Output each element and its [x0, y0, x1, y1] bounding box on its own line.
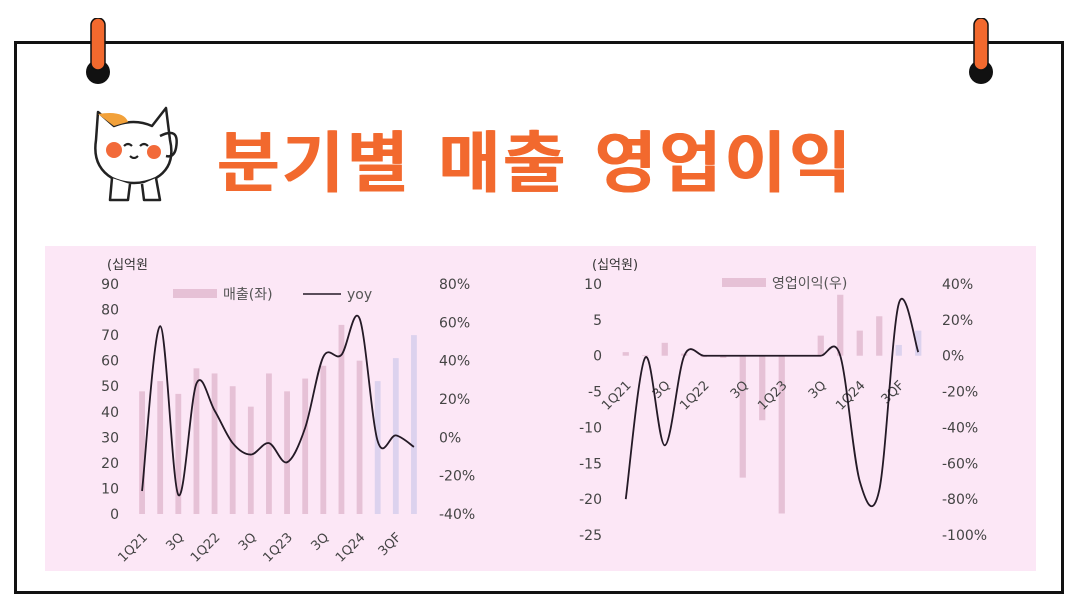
- y2-tick-label: 40%: [942, 277, 973, 293]
- x-tick-label: 3Q: [728, 378, 752, 402]
- bar: [739, 355, 746, 478]
- bar: [356, 360, 363, 514]
- bar: [229, 386, 236, 514]
- x-tick-label: 3Q: [163, 530, 187, 554]
- y-tick-label: 50: [101, 379, 119, 395]
- operating-profit-chart: (십억원) -25 -20 -15 -10 -5 0 5 10 -100% -80% -60% -40%…: [579, 258, 987, 544]
- y-tick-label: -20: [579, 492, 602, 508]
- y2-tick-label: -40%: [942, 420, 978, 436]
- x-tick-label: 1Q21: [116, 530, 151, 565]
- bar: [338, 324, 345, 514]
- legend-label-bar: 매출(좌): [223, 287, 273, 303]
- pin-icon-right: [969, 18, 993, 84]
- y-tick-label: -15: [579, 456, 602, 472]
- cat-mascot-icon: [94, 106, 178, 202]
- x-tick-label: 1Q21: [599, 378, 634, 413]
- y2-tick-label: 0%: [439, 430, 461, 446]
- y2-tick-label: 0%: [942, 349, 964, 365]
- bar: [837, 294, 844, 356]
- y-tick-label: -5: [588, 385, 602, 401]
- y2-tick-label: -60%: [942, 456, 978, 472]
- bar: [759, 355, 766, 421]
- y2-tick-label: -100%: [942, 528, 987, 544]
- y-tick-label: -10: [579, 420, 602, 436]
- bar: [320, 365, 327, 514]
- x-tick-label: 3QF: [376, 530, 405, 559]
- bar: [778, 355, 785, 514]
- y-tick-label: 10: [584, 277, 602, 293]
- y2-tick-label: -20%: [439, 469, 475, 485]
- series-line: [141, 314, 415, 496]
- legend-label-line: yoy: [347, 287, 372, 303]
- y-tick-label: 0: [593, 349, 602, 365]
- bar: [915, 330, 922, 356]
- y2-tick-label: -80%: [942, 492, 978, 508]
- bar: [622, 352, 629, 356]
- bar: [817, 335, 824, 356]
- y2-tick-label: -40%: [439, 507, 475, 523]
- y-tick-label: 80: [101, 303, 119, 319]
- bar: [720, 355, 727, 358]
- bar: [642, 354, 649, 356]
- bar: [211, 373, 218, 514]
- y-tick-label: 10: [101, 481, 119, 497]
- charts-panel: (십억원 0 10 20 30 40 50 60 70 80 90 -40% -20% 0% 20% 40% 6…: [45, 246, 1036, 571]
- bar: [193, 368, 200, 514]
- series-line: [624, 298, 920, 507]
- bar: [157, 381, 164, 514]
- y-tick-label: 5: [593, 313, 602, 329]
- y-tick-label: 40: [101, 405, 119, 421]
- y2-tick-label: 20%: [439, 392, 470, 408]
- bar: [876, 316, 883, 356]
- x-tick-label: 1Q23: [261, 530, 296, 565]
- y-tick-label: 60: [101, 354, 119, 370]
- y2-tick-label: -20%: [942, 385, 978, 401]
- y-tick-label: 90: [101, 277, 119, 293]
- pin-icon-left: [86, 18, 110, 84]
- y2-tick-label: 80%: [439, 277, 470, 293]
- x-tick-label: 1Q22: [677, 378, 712, 413]
- unit-label: (십억원): [592, 258, 638, 273]
- x-tick-label: 3Q: [308, 530, 332, 554]
- x-tick-label: 3Q: [806, 378, 830, 402]
- bar: [139, 391, 145, 514]
- y-tick-label: 0: [110, 507, 119, 523]
- bar: [411, 335, 417, 514]
- revenue-chart: (십억원 0 10 20 30 40 50 60 70 80 90 -40% -20% 0% 20% 40% 6…: [101, 258, 475, 566]
- legend-swatch-bar: [722, 278, 766, 287]
- y-tick-label: 70: [101, 328, 119, 344]
- x-tick-label: 1Q22: [188, 530, 223, 565]
- y-tick-label: 20: [101, 456, 119, 472]
- bar: [661, 342, 668, 356]
- x-tick-label: 1Q24: [333, 530, 368, 565]
- x-tick-label: 3QF: [879, 378, 908, 407]
- unit-label: (십억원: [107, 258, 148, 273]
- bar: [856, 330, 863, 356]
- x-tick-label: 1Q24: [833, 378, 868, 413]
- y-tick-label: -25: [579, 528, 602, 544]
- y2-tick-label: 20%: [942, 313, 973, 329]
- x-tick-label: 3Q: [236, 530, 260, 554]
- legend-label-bar: 영업이익(우): [772, 276, 847, 292]
- bar: [895, 344, 902, 356]
- y2-tick-label: 60%: [439, 315, 470, 331]
- bar: [175, 393, 182, 514]
- y2-tick-label: 40%: [439, 354, 470, 370]
- bar: [284, 391, 290, 514]
- bar: [374, 381, 381, 514]
- y-tick-label: 30: [101, 430, 119, 446]
- legend-swatch-bar: [173, 289, 217, 298]
- page-title: 분기별 매출 영업이익: [218, 125, 855, 202]
- bar: [247, 406, 254, 514]
- bar: [302, 378, 309, 514]
